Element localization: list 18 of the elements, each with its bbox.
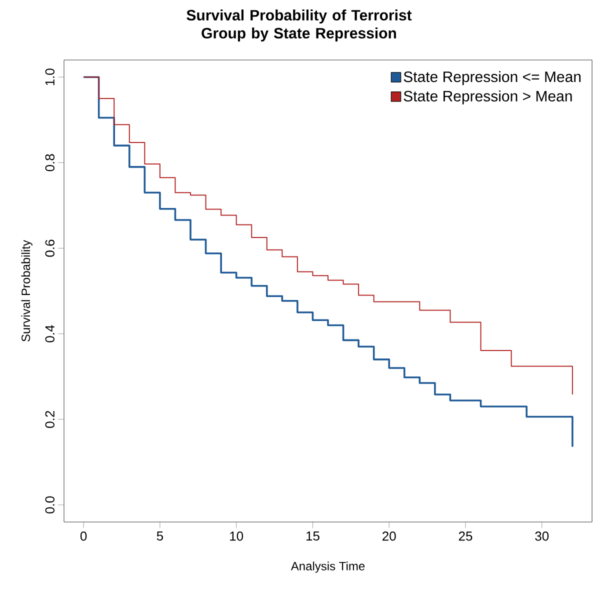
y-tick-label: 0.2	[45, 410, 54, 428]
legend-label: State Repression > Mean	[404, 90, 572, 104]
y-tick-label: 1.0	[45, 68, 54, 86]
x-tick-label: 0	[80, 532, 87, 541]
chart-title: Survival Probability of Terrorist Group by State Repression	[186, 10, 412, 42]
x-axis-title: Analysis Time	[290, 562, 365, 573]
y-tick-label: 0.8	[45, 154, 54, 172]
y-tick-label: 0.4	[45, 325, 54, 342]
y-tick-label: 0.6	[45, 240, 54, 257]
x-tick-label: 5	[156, 532, 164, 541]
x-tick-label: 30	[535, 532, 549, 541]
x-tick-label: 20	[382, 532, 396, 541]
legend-label: State Repression <= Mean	[404, 71, 581, 86]
y-axis-title: Survival Probability	[21, 240, 32, 342]
y-tick-label: 0.0	[45, 496, 54, 514]
x-tick-label: 15	[306, 532, 320, 541]
x-tick-label: 25	[458, 532, 472, 541]
x-tick-label: 10	[230, 532, 244, 541]
